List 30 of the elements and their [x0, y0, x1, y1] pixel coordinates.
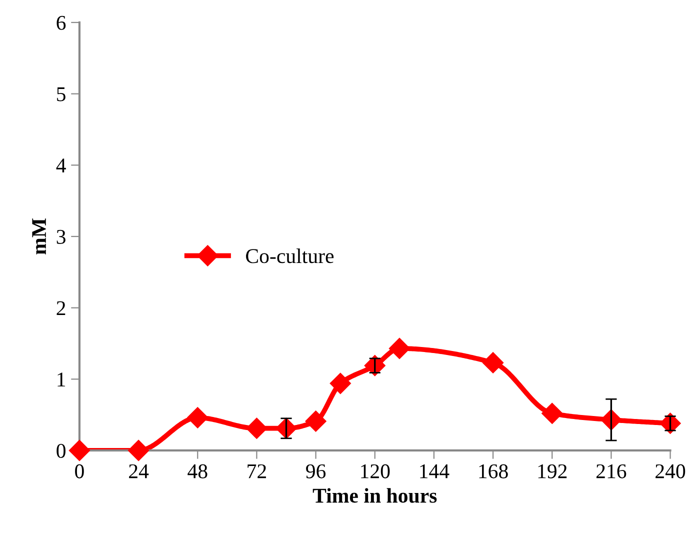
point — [305, 410, 326, 432]
x-tick-label: 48 — [188, 464, 208, 478]
x-tick-label: 216 — [596, 464, 626, 478]
y-tick-label: 0 — [56, 444, 66, 458]
x-tick-label: 24 — [129, 464, 149, 478]
y-tick-label: 4 — [56, 158, 66, 172]
point — [330, 372, 351, 394]
point — [187, 407, 208, 428]
x-tick-label: 144 — [420, 464, 450, 478]
point — [246, 418, 268, 439]
legend-label: Co-culture — [246, 248, 334, 264]
point — [388, 338, 410, 359]
x-tick-label: 168 — [479, 464, 508, 478]
x-tick-label: 192 — [538, 464, 567, 478]
point — [128, 440, 150, 461]
y-tick-label: 3 — [56, 230, 66, 244]
x-tick-label: 0 — [75, 464, 84, 478]
y-tick-label: 6 — [56, 16, 66, 30]
x-tick-label: 96 — [306, 464, 326, 478]
x-tick-label: 240 — [656, 464, 686, 478]
y-tick-label: 1 — [58, 372, 66, 386]
point — [542, 402, 563, 424]
point — [68, 440, 90, 461]
x-tick-label: 72 — [248, 464, 266, 478]
y-tick-label: 2 — [56, 301, 66, 316]
x-tick-label: 120 — [361, 464, 390, 478]
x-axis-title: Time in hours — [312, 488, 437, 503]
y-tick-label: 5 — [57, 87, 66, 102]
y-axis-title: mM — [32, 218, 46, 254]
point — [482, 352, 504, 374]
